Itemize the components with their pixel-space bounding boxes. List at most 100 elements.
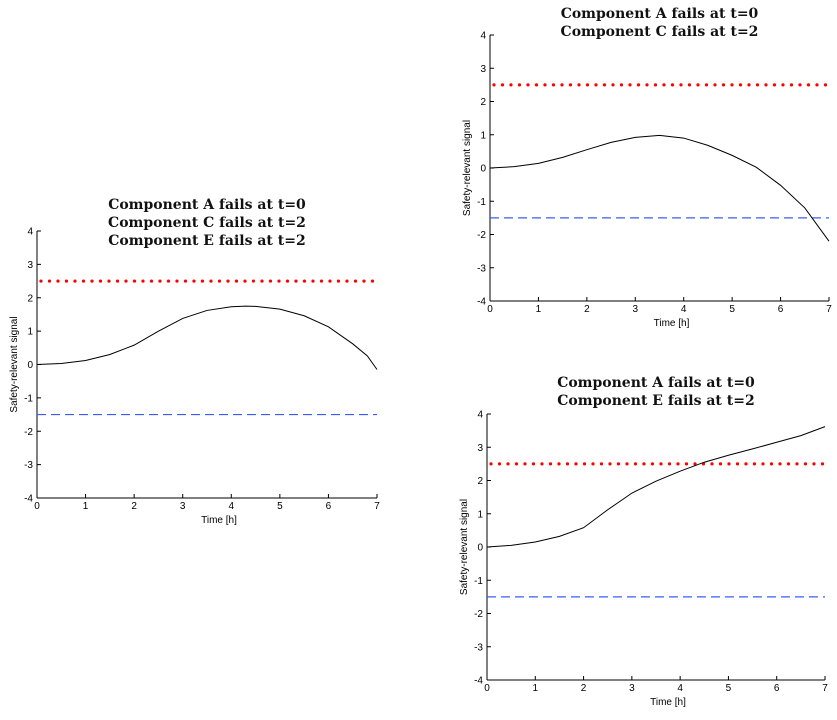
y-tick-label: 4: [480, 31, 486, 42]
x-tick-label: 5: [729, 304, 735, 315]
upper-threshold-dot: [815, 83, 819, 87]
upper-threshold-dot: [200, 279, 205, 283]
upper-threshold-dot: [789, 83, 794, 87]
y-tick-label: 3: [480, 64, 486, 75]
upper-threshold-dot: [217, 279, 222, 283]
upper-threshold-dot: [39, 279, 43, 283]
upper-threshold-dot: [823, 83, 828, 87]
y-tick-label: -2: [477, 230, 486, 241]
upper-threshold-dot: [769, 462, 774, 466]
upper-threshold-dot: [500, 83, 505, 87]
chart-title-line: Component C fails at t=2: [108, 215, 306, 231]
y-tick-label: -1: [24, 393, 33, 404]
upper-threshold-dot: [175, 279, 179, 283]
x-tick-label: 6: [774, 683, 780, 694]
upper-threshold-dot: [209, 279, 213, 283]
upper-threshold-dot: [302, 279, 307, 283]
upper-threshold-dot: [523, 462, 527, 466]
upper-threshold-dot: [764, 83, 768, 87]
upper-threshold-dot: [492, 83, 496, 87]
upper-threshold-dot: [517, 83, 522, 87]
upper-threshold-dot: [73, 279, 77, 283]
y-tick-label: 1: [27, 327, 33, 338]
x-tick-label: 1: [83, 501, 89, 512]
x-tick-label: 2: [581, 683, 587, 694]
x-tick-label: 2: [584, 304, 590, 315]
y-tick-label: 4: [27, 227, 33, 238]
upper-threshold-dot: [594, 83, 598, 87]
upper-threshold-dot: [124, 279, 128, 283]
upper-threshold-dot: [149, 279, 154, 283]
upper-threshold-dot: [370, 279, 375, 283]
chart-top-right: Component A fails at t=0 Component C fail…: [462, 6, 832, 329]
upper-threshold-dot: [611, 83, 615, 87]
y-tick-label: -2: [24, 427, 33, 438]
upper-threshold-dot: [772, 83, 777, 87]
y-tick-label: 2: [480, 97, 486, 108]
upper-threshold-dot: [543, 83, 547, 87]
upper-threshold-dot: [625, 462, 629, 466]
upper-threshold-dot: [141, 279, 145, 283]
y-tick-label: -4: [477, 297, 486, 308]
y-tick-label: 3: [27, 260, 33, 271]
upper-threshold-dot: [710, 462, 714, 466]
y-tick-label: -2: [474, 609, 483, 620]
y-tick-label: -1: [477, 197, 486, 208]
y-tick-label: 1: [480, 130, 486, 141]
y-tick-label: -1: [474, 576, 483, 587]
upper-threshold-dot: [730, 83, 734, 87]
upper-threshold-dot: [506, 462, 510, 466]
upper-threshold-dot: [650, 462, 655, 466]
upper-threshold-dot: [798, 83, 802, 87]
y-tick-label: -3: [477, 263, 486, 274]
x-tick-label: 4: [229, 501, 235, 512]
upper-threshold-dot: [132, 279, 137, 283]
upper-threshold-dot: [599, 462, 604, 466]
y-tick-label: -3: [474, 642, 483, 653]
upper-threshold-dot: [47, 279, 52, 283]
upper-threshold-dot: [676, 462, 680, 466]
x-tick-label: 1: [533, 683, 539, 694]
x-tick-label: 3: [633, 304, 639, 315]
upper-threshold-dot: [755, 83, 760, 87]
chart-bottom-right: Component A fails at t=0 Component E fail…: [459, 375, 828, 708]
x-axis-label: Time [h]: [654, 318, 690, 329]
x-tick-label: 5: [726, 683, 732, 694]
upper-threshold-dot: [531, 462, 536, 466]
upper-threshold-dot: [192, 279, 196, 283]
upper-threshold-dot: [489, 462, 493, 466]
upper-threshold-dot: [362, 279, 366, 283]
upper-threshold-dot: [636, 83, 641, 87]
upper-threshold-dot: [560, 83, 564, 87]
upper-threshold-dot: [107, 279, 111, 283]
x-tick-label: 7: [374, 501, 380, 512]
upper-threshold-dot: [234, 279, 239, 283]
upper-threshold-dot: [294, 279, 298, 283]
upper-threshold-dot: [582, 462, 587, 466]
upper-threshold-dot: [718, 462, 723, 466]
upper-threshold-dot: [345, 279, 349, 283]
upper-threshold-dot: [659, 462, 663, 466]
upper-threshold-dot: [56, 279, 60, 283]
x-tick-label: 2: [131, 501, 137, 512]
y-tick-label: -4: [24, 494, 33, 505]
y-tick-label: 2: [477, 476, 483, 487]
y-tick-label: 2: [27, 293, 33, 304]
x-tick-label: 4: [677, 683, 683, 694]
y-axis-label: Safety-relevant signal: [9, 316, 20, 412]
upper-threshold-dot: [514, 462, 519, 466]
x-tick-label: 1: [536, 304, 542, 315]
upper-threshold-dot: [328, 279, 332, 283]
x-tick-label: 6: [778, 304, 784, 315]
x-tick-label: 7: [822, 683, 828, 694]
upper-threshold-dot: [243, 279, 247, 283]
upper-threshold-dot: [608, 462, 612, 466]
chart-left: Component A fails at t=0 Component C fail…: [9, 197, 380, 526]
upper-threshold-dot: [752, 462, 757, 466]
upper-threshold-dot: [166, 279, 171, 283]
upper-threshold-dot: [226, 279, 230, 283]
upper-threshold-dot: [158, 279, 162, 283]
upper-threshold-dot: [568, 83, 573, 87]
upper-threshold-dot: [591, 462, 595, 466]
upper-threshold-dot: [260, 279, 264, 283]
